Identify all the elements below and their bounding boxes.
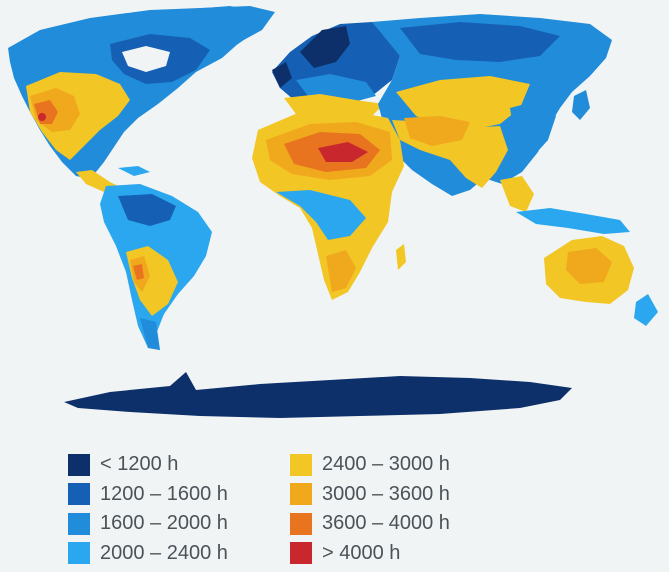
legend: < 1200 h 1200 – 1600 h 1600 – 2000 h 200… [68,450,628,568]
caribbean-islands [118,166,150,176]
british-isles-dark [272,62,292,88]
map-svg [8,6,658,418]
legend-label: 3600 – 4000 h [322,512,450,535]
legend-label: 1200 – 1600 h [100,482,228,505]
legend-item: 1600 – 2000 h [68,509,228,539]
legend-item: 1200 – 1600 h [68,480,228,510]
australia-hot [566,248,612,284]
legend-item: > 4000 h [290,539,450,569]
world-sunshine-map [8,6,658,418]
region-antarctica [64,372,572,418]
patagonia-zone [140,318,160,350]
legend-swatch [290,483,312,506]
legend-swatch [68,512,90,535]
legend-label: 1600 – 2000 h [100,512,228,535]
madagascar [396,244,406,270]
legend-item: < 1200 h [68,450,228,480]
antarctica-land [64,372,572,418]
new-zealand [634,294,658,326]
sahara-extreme [318,142,368,162]
legend-swatch [68,542,90,565]
middle-east-hot [404,116,470,146]
legend-item: 2400 – 3000 h [290,450,450,480]
legend-label: 2400 – 3000 h [322,453,450,476]
japan [572,90,590,120]
region-north-america [8,6,275,198]
legend-swatch [68,483,90,506]
legend-column-2: 2400 – 3000 h 3000 – 3600 h 3600 – 4000 … [290,450,450,568]
indonesia-islands [516,208,630,234]
legend-label: > 4000 h [322,541,401,564]
legend-label: < 1200 h [100,453,179,476]
east-asia-cloudy [510,100,556,160]
region-greenland [178,6,268,50]
central-africa-cloudy [276,190,366,240]
legend-item: 2000 – 2400 h [68,539,228,569]
usa-extreme-spot [38,113,46,121]
scandinavia-dark [300,26,350,68]
legend-label: 2000 – 2400 h [100,541,228,564]
amazon-cloudy-zone [118,194,176,226]
central-asia-warm [396,76,530,130]
legend-item: 3600 – 4000 h [290,509,450,539]
region-oceania [516,208,658,326]
southern-africa-hot [326,250,356,292]
legend-item: 3000 – 3600 h [290,480,450,510]
legend-swatch [290,542,312,565]
hudson-bay [122,46,170,72]
legend-label: 3000 – 3600 h [322,482,450,505]
legend-swatch [68,453,90,476]
region-africa [252,110,406,300]
region-europe [272,22,400,118]
southeast-asia-warm [500,176,534,212]
legend-column-1: < 1200 h 1200 – 1600 h 1600 – 2000 h 200… [68,450,228,568]
region-asia [372,14,612,212]
siberia-dark [400,22,560,62]
region-south-america [100,184,212,350]
legend-swatch [290,453,312,476]
legend-swatch [290,512,312,535]
greenland-land [178,6,268,50]
andes-very-hot-zone [133,264,144,280]
